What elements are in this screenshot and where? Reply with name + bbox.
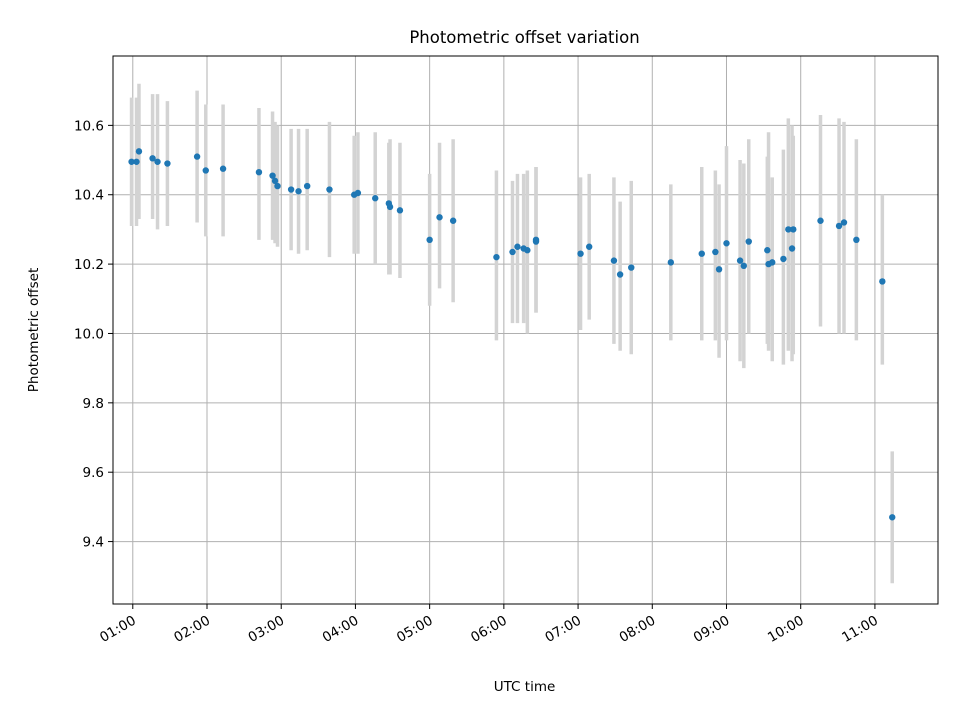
data-point: [698, 250, 705, 257]
data-point: [785, 226, 792, 233]
y-tick-label: 10.2: [74, 257, 104, 273]
data-point: [723, 240, 730, 247]
data-point: [764, 247, 771, 254]
data-point: [585, 243, 593, 250]
data-point: [396, 207, 404, 214]
data-point: [219, 165, 227, 172]
data-point: [616, 271, 624, 278]
y-tick-label: 10.6: [74, 118, 104, 134]
data-point: [493, 253, 500, 261]
data-point: [712, 248, 719, 256]
data-point: [514, 243, 521, 250]
data-point: [193, 153, 201, 160]
plot-frame: [112, 55, 939, 605]
data-point: [449, 217, 457, 224]
data-point: [509, 248, 516, 256]
data-point: [128, 158, 135, 165]
data-point: [532, 238, 540, 245]
data-point: [715, 266, 723, 273]
grid: [113, 56, 938, 604]
data-point: [154, 158, 161, 165]
data-point: [255, 168, 263, 176]
data-point: [835, 222, 843, 230]
data-point: [271, 177, 279, 185]
data-point: [853, 236, 860, 244]
data-point: [610, 257, 618, 264]
data-point: [149, 155, 156, 162]
data-point: [524, 247, 531, 254]
data-point: [269, 172, 276, 179]
data-point: [788, 245, 796, 252]
x-axis-label: UTC time: [494, 679, 556, 695]
data-point: [295, 188, 302, 195]
data-point: [133, 158, 140, 165]
data-point: [303, 182, 311, 190]
data-point: [780, 255, 787, 263]
data-point: [354, 189, 362, 197]
data-point: [577, 250, 584, 257]
data-point: [769, 259, 776, 266]
data-point: [372, 195, 379, 202]
data-point: [287, 186, 295, 193]
y-axis-ticks: 9.4 9.6 9.8 10.0 10.2 10.4 10.6: [74, 118, 113, 551]
data-point: [202, 167, 209, 174]
y-tick-label: 9.6: [83, 465, 104, 481]
data-point: [628, 264, 635, 271]
data-point: [740, 262, 748, 270]
data-point: [436, 214, 443, 221]
data-point: [386, 203, 394, 211]
data-point: [745, 238, 752, 245]
data-point: [274, 182, 281, 190]
y-tick-label: 10.0: [74, 326, 104, 342]
data-point: [135, 148, 143, 155]
data-point: [736, 257, 744, 264]
data-points: [128, 148, 896, 521]
chart-title: Photometric offset variation: [409, 28, 639, 47]
y-tick-label: 9.8: [83, 396, 104, 412]
data-point: [426, 236, 433, 244]
data-point: [879, 278, 886, 285]
y-axis-label: Photometric offset: [26, 268, 42, 392]
data-point: [840, 219, 848, 226]
data-point: [164, 160, 171, 167]
y-tick-label: 10.4: [74, 188, 104, 204]
y-tick-label: 9.4: [83, 535, 104, 551]
data-point: [667, 259, 675, 266]
data-point: [817, 217, 824, 224]
data-point: [326, 186, 333, 193]
data-point: [790, 226, 797, 233]
data-point: [889, 514, 896, 521]
